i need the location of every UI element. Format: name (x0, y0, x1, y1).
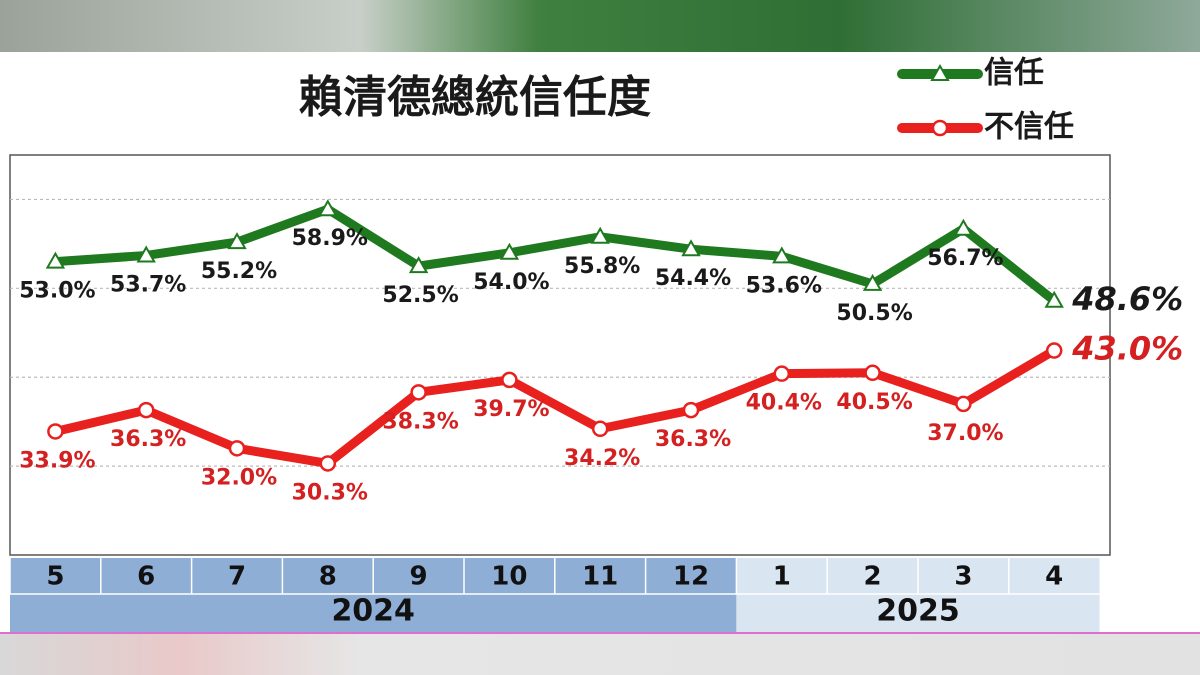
marker (408, 256, 429, 274)
series-line (50, 204, 1059, 306)
value-label: 53.6% (746, 273, 822, 298)
value-label: 33.9% (19, 448, 95, 473)
value-label: 38.3% (382, 409, 458, 434)
value-label: 37.0% (927, 421, 1003, 446)
x-tick-label: 11 (582, 562, 618, 592)
marker (1044, 290, 1064, 308)
bottom-band (0, 634, 1200, 675)
value-label: 53.7% (110, 272, 186, 297)
value-label: 54.4% (655, 266, 731, 291)
marker (955, 395, 972, 413)
value-label: 43.0% (1071, 330, 1183, 368)
value-label: 48.6% (1071, 280, 1183, 318)
plot-frame (9, 154, 1111, 556)
marker (45, 251, 66, 269)
marker (862, 273, 883, 291)
value-label: 40.4% (746, 391, 822, 416)
value-label: 53.0% (19, 279, 95, 304)
x-tick-label: 10 (491, 562, 527, 592)
x-tick-label: 8 (319, 562, 337, 592)
x-tick-label: 5 (46, 562, 64, 592)
marker (318, 199, 338, 217)
marker (681, 239, 701, 257)
marker (136, 245, 156, 263)
value-label: 50.5% (836, 301, 912, 326)
marker (953, 218, 974, 236)
x-tick-label: 1 (773, 562, 791, 592)
x-tick-label: 6 (137, 562, 155, 592)
value-label: 55.8% (564, 254, 640, 279)
series-line (50, 346, 1059, 468)
marker (931, 119, 949, 137)
value-label: 55.2% (201, 259, 277, 284)
x-tick-label: 3 (954, 562, 972, 592)
legend-label: 不信任 (984, 110, 1074, 145)
x-tick-label: 2 (864, 562, 882, 592)
value-label: 32.0% (201, 465, 277, 490)
value-label: 36.3% (110, 427, 186, 452)
top-band (0, 0, 1200, 52)
value-label: 56.7% (927, 246, 1003, 271)
year-label: 2025 (876, 594, 960, 629)
legend-label: 信任 (984, 56, 1044, 91)
marker (410, 384, 427, 401)
x-tick-label: 9 (410, 562, 428, 592)
x-tick-label: 12 (673, 562, 709, 592)
value-label: 34.2% (564, 446, 640, 471)
marker (590, 226, 610, 244)
marker (930, 63, 950, 81)
marker (591, 420, 609, 438)
value-label: 40.5% (836, 390, 912, 415)
marker (499, 242, 520, 260)
value-label: 36.3% (655, 427, 731, 452)
value-label: 39.7% (473, 397, 549, 422)
marker (319, 455, 337, 472)
value-label: 30.3% (292, 480, 368, 505)
chart-title: 賴清德總統信任度 (299, 72, 651, 123)
x-tick-label: 7 (228, 562, 246, 592)
marker (772, 246, 792, 264)
marker (773, 365, 791, 382)
marker (137, 401, 155, 419)
marker (227, 232, 247, 250)
x-tick-label: 4 (1045, 562, 1063, 592)
value-label: 54.0% (473, 270, 549, 295)
marker (682, 401, 700, 419)
marker (228, 440, 246, 457)
marker (864, 364, 881, 382)
marker (1045, 342, 1063, 359)
value-label: 52.5% (382, 283, 458, 308)
marker (47, 423, 64, 440)
marker (501, 371, 518, 389)
year-label: 2024 (331, 594, 415, 629)
value-label: 58.9% (292, 226, 368, 251)
